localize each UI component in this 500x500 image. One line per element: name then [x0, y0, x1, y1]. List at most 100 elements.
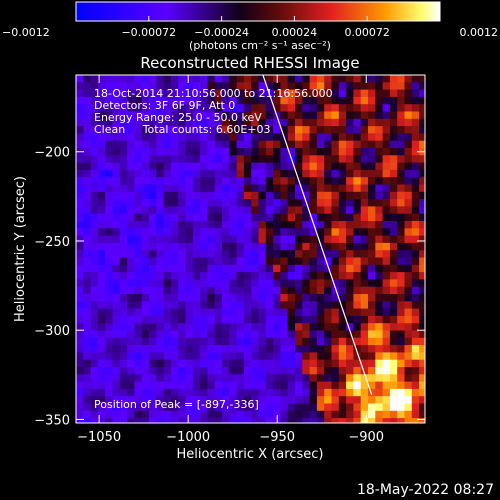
heatmap-cell — [141, 286, 150, 295]
heatmap-cell — [185, 337, 194, 346]
heatmap-cell — [309, 294, 318, 302]
heatmap-cell — [258, 301, 267, 309]
heatmap-cell — [185, 308, 194, 317]
heatmap-cell — [287, 279, 296, 288]
heatmap-cell — [229, 330, 237, 339]
heatmap-cell — [265, 374, 274, 382]
heatmap-cell — [134, 199, 143, 207]
heatmap-cell — [295, 352, 303, 361]
heatmap-cell — [368, 235, 376, 244]
heatmap-cell — [295, 184, 303, 193]
heatmap-cell — [156, 169, 164, 178]
heatmap-cell — [265, 396, 274, 404]
heatmap-cell — [141, 177, 150, 185]
heatmap-cell — [316, 367, 325, 375]
heatmap-cell — [76, 367, 84, 375]
heatmap-cell — [302, 221, 310, 229]
heatmap-cell — [90, 118, 99, 127]
heatmap-cell — [346, 191, 354, 200]
heatmap-cell — [404, 257, 413, 266]
heatmap-cell — [90, 89, 99, 98]
heatmap-cell — [141, 126, 150, 134]
heatmap-cell — [192, 381, 201, 390]
heatmap-cell — [302, 213, 310, 222]
heatmap-cell — [83, 308, 91, 317]
heatmap-cell — [200, 352, 208, 361]
heatmap-cell — [280, 257, 289, 266]
heatmap-cell — [419, 352, 425, 361]
heatmap-cell — [309, 155, 318, 163]
heatmap-cell — [207, 199, 216, 207]
heatmap-cell — [134, 279, 143, 288]
heatmap-cell — [170, 301, 179, 309]
heatmap-cell — [141, 148, 150, 156]
heatmap-cell — [389, 367, 398, 375]
heatmap-cell — [134, 242, 143, 251]
heatmap-cell — [207, 235, 216, 244]
heatmap-cell — [97, 169, 106, 178]
heatmap-cell — [316, 388, 325, 397]
heatmap-cell — [382, 162, 391, 171]
heatmap-cell — [207, 352, 216, 361]
heatmap-cell — [389, 381, 398, 390]
heatmap-cell — [295, 301, 303, 309]
heatmap-cell — [258, 184, 267, 193]
heatmap-cell — [287, 359, 296, 368]
heatmap-cell — [273, 257, 281, 266]
heatmap-cell — [302, 133, 310, 142]
heatmap-cell — [76, 264, 84, 273]
heatmap-cell — [229, 308, 237, 317]
heatmap-cell — [353, 388, 362, 397]
heatmap-cell — [214, 308, 223, 317]
heatmap-cell — [76, 82, 84, 90]
heatmap-cell — [265, 148, 274, 156]
heatmap-cell — [200, 162, 208, 171]
heatmap-cell — [105, 279, 113, 288]
heatmap-cell — [368, 308, 376, 317]
heatmap-cell — [419, 140, 425, 149]
heatmap-cell — [200, 155, 208, 163]
heatmap-cell — [185, 418, 194, 423]
heatmap-cell — [76, 155, 84, 163]
heatmap-cell — [251, 199, 259, 207]
heatmap-cell — [331, 96, 340, 105]
heatmap-cell — [382, 279, 391, 288]
heatmap-cell — [127, 75, 135, 83]
heatmap-cell — [258, 118, 267, 127]
heatmap-cell — [207, 418, 216, 423]
heatmap-cell — [156, 228, 164, 236]
heatmap-cell — [170, 294, 179, 302]
heatmap-cell — [243, 206, 252, 215]
heatmap-cell — [324, 337, 332, 346]
heatmap-cell — [222, 177, 230, 185]
heatmap-cell — [316, 308, 325, 317]
heatmap-cell — [411, 213, 420, 222]
heatmap-cell — [251, 96, 259, 105]
heatmap-cell — [97, 118, 106, 127]
heatmap-cell — [178, 279, 186, 288]
heatmap-cell — [97, 294, 106, 302]
heatmap-cell — [280, 191, 289, 200]
heatmap-cell — [76, 221, 84, 229]
footer-date: 18-May-2022 08:27 — [357, 482, 494, 498]
heatmap-cell — [163, 374, 172, 382]
heatmap-cell — [229, 388, 237, 397]
heatmap-cell — [229, 111, 237, 120]
heatmap-cell — [258, 140, 267, 149]
heatmap-cell — [200, 191, 208, 200]
heatmap-cell — [353, 75, 362, 83]
heatmap-cell — [382, 301, 391, 309]
heatmap-cell — [112, 396, 121, 404]
heatmap-cell — [287, 235, 296, 244]
heatmap-cell — [389, 301, 398, 309]
heatmap-cell — [112, 294, 121, 302]
heatmap-cell — [149, 111, 157, 120]
heatmap-cell — [207, 381, 216, 390]
heatmap-cell — [324, 111, 332, 120]
heatmap-cell — [112, 388, 121, 397]
heatmap-cell — [397, 221, 405, 229]
heatmap-cell — [316, 337, 325, 346]
heatmap-cell — [149, 345, 157, 353]
heatmap-cell — [149, 126, 157, 134]
heatmap-cell — [222, 89, 230, 98]
